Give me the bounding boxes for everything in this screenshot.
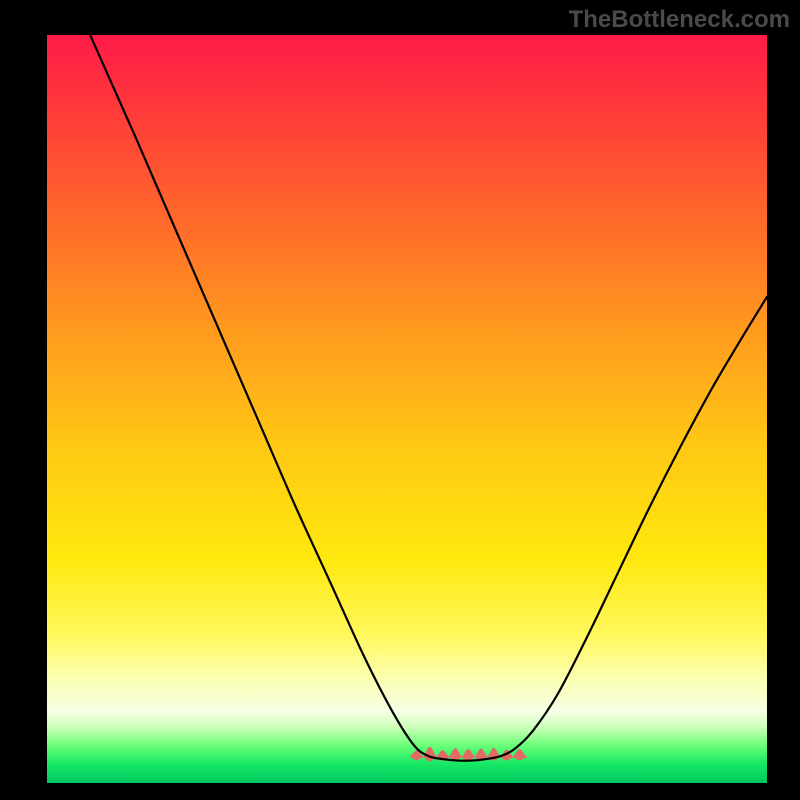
chart-svg xyxy=(0,0,800,800)
plot-area xyxy=(47,35,767,783)
chart-stage: TheBottleneck.com xyxy=(0,0,800,800)
